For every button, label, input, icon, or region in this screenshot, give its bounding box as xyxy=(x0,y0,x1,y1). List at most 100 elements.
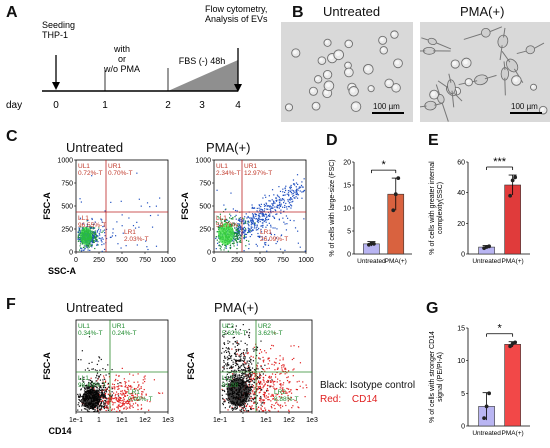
adherent-cell xyxy=(497,27,509,61)
panel-b-letter: B xyxy=(292,4,304,21)
y-axis-label: % of cells with greater internalcomplexi… xyxy=(429,161,444,255)
quadrant-label: 2.03%-T xyxy=(124,236,149,243)
quadrant-label: UL2 xyxy=(222,323,234,330)
x-tick-label: 1e1 xyxy=(116,417,128,424)
quadrant-label: LL2 xyxy=(222,375,233,382)
panel-d-letter: D xyxy=(326,132,338,149)
data-point xyxy=(393,192,398,197)
quadrant-label: UL1 xyxy=(216,163,228,170)
quadrant-label: UL1 xyxy=(78,163,90,170)
y-tick-label: 1000 xyxy=(195,158,211,165)
y-tick-label: 750 xyxy=(199,181,211,188)
y-tick-label: 250 xyxy=(199,227,211,234)
y-axis-label: FSC-A xyxy=(42,352,52,380)
scatter-f-pma-title: PMA(+) xyxy=(214,300,259,315)
x-tick-label: 1e2 xyxy=(139,417,151,424)
quadrant-label: 2.34%-T xyxy=(216,170,241,177)
data-point xyxy=(484,404,489,409)
quadrant-label: 98.43%-T xyxy=(78,382,106,389)
y-tick-label: 500 xyxy=(199,204,211,211)
quadrant-label: 3.62%-T xyxy=(258,330,283,337)
y-tick-label: 15 xyxy=(457,326,465,333)
x-tick-label: Untreated xyxy=(472,430,501,437)
x-tick-label: 250 xyxy=(93,257,105,264)
significance-marker: * xyxy=(497,323,502,335)
seeding-label: Seeding THP-1 xyxy=(42,20,75,40)
y-tick-label: 0 xyxy=(207,250,211,257)
y-tick-label: 250 xyxy=(61,227,73,234)
quadrant-label: 26.09%-T xyxy=(260,236,288,243)
panel-f-letter: F xyxy=(6,296,16,313)
y-tick-label: 40 xyxy=(457,190,465,197)
x-tick-label: 1000 xyxy=(160,257,176,264)
data-point xyxy=(510,178,515,183)
timeline-day-tick-label: 2 xyxy=(165,100,171,111)
x-tick-label: 750 xyxy=(277,257,289,264)
timeline-day-tick-label: 1 xyxy=(102,100,108,111)
data-point xyxy=(482,416,486,421)
legend-black-value: Isotype control xyxy=(350,380,416,391)
untreated-cells xyxy=(284,30,403,112)
x-axis-label: CD14 xyxy=(48,426,71,436)
adherent-cell xyxy=(516,42,545,55)
y-tick-label: 15 xyxy=(343,183,351,190)
adherent-cell xyxy=(420,46,451,55)
panel-a-letter: A xyxy=(6,4,18,21)
x-tick-label: 1000 xyxy=(298,257,314,264)
data-point xyxy=(396,176,401,180)
legend-red: Red: CD14 xyxy=(320,394,377,405)
adherent-cell xyxy=(463,26,503,40)
x-tick-label: 750 xyxy=(139,257,151,264)
flow-arrowhead xyxy=(234,84,242,92)
x-tick-label: 1e1 xyxy=(260,417,272,424)
density-core xyxy=(227,378,249,406)
data-point xyxy=(487,244,491,249)
y-tick-label: 20 xyxy=(343,160,351,167)
y-axis-label: FSC-A xyxy=(180,192,190,220)
serum-starvation-ramp xyxy=(168,60,238,91)
y-tick-label: 0 xyxy=(69,250,73,257)
quadrant-label: 0.72%-T xyxy=(78,170,103,177)
x-tick-label: PMA(+) xyxy=(385,258,407,265)
adherent-cell xyxy=(447,73,456,108)
pma-cells xyxy=(420,26,548,122)
x-tick-label: 0 xyxy=(74,257,78,264)
y-axis-label: FSC-A xyxy=(42,192,52,220)
quadrant-label: UL1 xyxy=(78,323,90,330)
data-point xyxy=(391,208,396,213)
x-tick-label: PMA(+) xyxy=(502,430,524,437)
micro-untreated-title: Untreated xyxy=(323,4,381,19)
scalebar-label-untreated: 100 µm xyxy=(373,102,400,111)
y-tick-label: 20 xyxy=(457,221,465,228)
x-tick-label: 1e3 xyxy=(306,417,318,424)
quadrant-label: LL1 xyxy=(78,375,89,382)
y-tick-label: 750 xyxy=(61,181,73,188)
y-tick-label: 0 xyxy=(461,424,465,431)
data-point xyxy=(508,344,513,349)
y-tick-label: 60 xyxy=(457,160,465,167)
quadrant-label: 96.55%-T xyxy=(78,222,106,229)
scatter-c-untreated-title: Untreated xyxy=(66,140,124,155)
quadrant-label: LL1 xyxy=(216,215,227,222)
legend-red-key: Red: xyxy=(320,394,342,405)
x-tick-label: 1e-1 xyxy=(213,417,227,424)
x-tick-label: PMA(+) xyxy=(502,258,524,265)
quadrant-label: LR2 xyxy=(274,389,286,396)
y-tick-label: 0 xyxy=(461,252,465,259)
scalebar-untreated xyxy=(372,112,404,114)
panel-g-letter: G xyxy=(426,300,439,317)
y-tick-label: 10 xyxy=(457,358,465,365)
legend-black: Black: Isotype control xyxy=(320,380,415,391)
density-core xyxy=(80,227,92,245)
adherent-cell xyxy=(435,84,449,122)
scatter-c-pma-title: PMA(+) xyxy=(206,140,251,155)
x-tick-label: 500 xyxy=(254,257,266,264)
flow-label: Flow cytometry, Analysis of EVs xyxy=(205,4,268,24)
x-tick-label: 0 xyxy=(212,257,216,264)
quadrant-label: 81.88 xyxy=(222,382,239,389)
seeding-arrowhead xyxy=(52,82,60,90)
y-tick-label: 10 xyxy=(343,206,351,213)
